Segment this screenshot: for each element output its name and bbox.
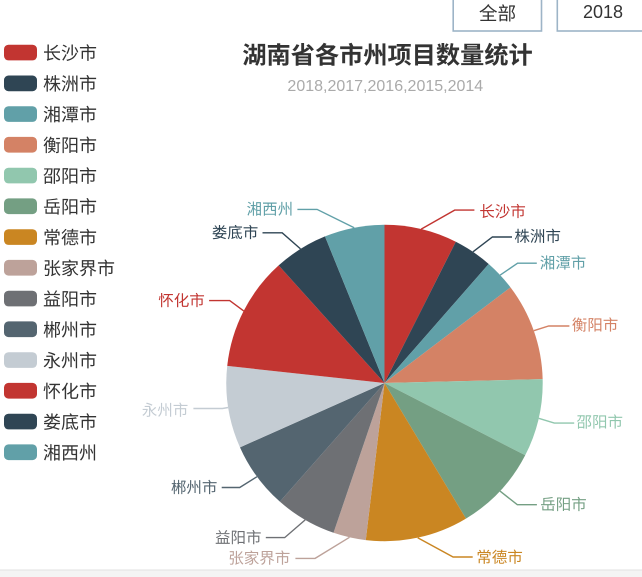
svg-text:2018: 2018 xyxy=(583,2,623,22)
svg-text:2018,2017,2016,2015,2014: 2018,2017,2016,2015,2014 xyxy=(287,78,483,95)
